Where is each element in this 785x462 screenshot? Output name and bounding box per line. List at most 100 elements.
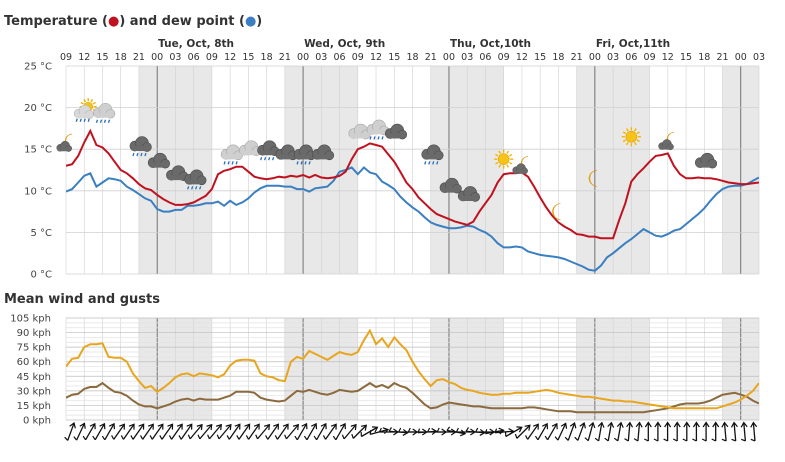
hour-label: 12: [224, 52, 236, 63]
wind-y-tick: 0 kph: [23, 416, 51, 427]
hour-label: 09: [498, 52, 510, 63]
hour-label: 21: [279, 52, 291, 63]
wind-arrow: [274, 423, 289, 440]
hour-label: 06: [479, 52, 491, 63]
dark-cloud-icon: [166, 165, 189, 181]
wind-arrow: [64, 422, 76, 441]
hour-label: 00: [151, 52, 163, 63]
wind-arrow: [730, 421, 738, 442]
day-labels: Tue, Oct, 8th Wed, Oct, 9th Thu, Oct,10th F…: [158, 38, 670, 50]
temperature-y-tick: 15 °C: [24, 145, 52, 156]
hour-label: 15: [388, 52, 400, 63]
hour-label: 06: [334, 52, 346, 63]
dark-cloud-icon: [694, 152, 718, 169]
wind-arrow: [594, 421, 605, 442]
day-label: Wed, Oct, 9th: [304, 38, 385, 50]
wind-arrow: [534, 422, 549, 441]
hour-label: 21: [571, 52, 583, 63]
temperature-y-tick: 5 °C: [30, 228, 52, 239]
wind-arrow: [613, 421, 624, 442]
wind-arrow: [446, 426, 467, 437]
wind-chart-title: Mean wind and gusts: [4, 292, 160, 307]
hour-label: 03: [315, 52, 327, 63]
wind-y-tick: 45 kph: [17, 372, 51, 383]
wind-arrow: [265, 423, 279, 440]
temperature-panel: 0 °C 5 °C 10 °C 15 °C 20 °C 25 °C: [24, 62, 760, 281]
hour-label: 00: [735, 52, 747, 63]
hour-label: 18: [552, 52, 564, 63]
wind-arrow: [111, 423, 125, 440]
wind-arrow: [187, 423, 203, 440]
hour-label: 15: [242, 52, 254, 63]
wind-arrow: [245, 423, 260, 440]
wind-y-tick: 90 kph: [17, 328, 51, 339]
temperature-legend-dot: ●: [108, 14, 119, 29]
sun-rain-cloud-icon: [73, 98, 97, 122]
wind-arrow: [644, 421, 652, 442]
wind-arrow: [514, 424, 531, 439]
dark-rain-cloud-icon: [293, 144, 316, 165]
wind-arrow: [524, 423, 539, 440]
temperature-y-tick: 0 °C: [30, 270, 52, 281]
wind-arrow: [544, 422, 558, 441]
wind-y-axis: 0 kph 15 kph 30 kph 45 kph 60 kph 75 kph 90 kp…: [10, 314, 51, 427]
gust-line: [66, 328, 759, 410]
wind-arrow: [322, 423, 337, 440]
hour-label: 00: [443, 52, 455, 63]
wind-arrow: [721, 421, 729, 442]
hour-label: 15: [680, 52, 692, 63]
wind-arrow: [168, 423, 183, 440]
wind-arrow: [73, 422, 86, 441]
wind-arrow: [682, 421, 691, 442]
wind-arrow: [255, 423, 271, 440]
wind-arrow: [226, 423, 241, 440]
wind-arrow: [475, 427, 496, 436]
rain-cloud-icon: [220, 144, 243, 165]
wind-arrow: [149, 423, 164, 440]
hour-label: 18: [406, 52, 418, 63]
hour-label: 00: [297, 52, 309, 63]
hour-labels: 09 12 15 18 21 00 03 06 09 12 15 18 21 00 03 06 09 12 15 18…: [60, 52, 765, 63]
hour-label: 18: [115, 52, 127, 63]
wind-arrow: [360, 426, 379, 438]
wind-arrow: [574, 422, 587, 441]
hour-label: 12: [78, 52, 90, 63]
dark-rain-cloud-icon: [129, 136, 152, 157]
wind-arrow: [284, 423, 300, 440]
wind-arrow: [82, 422, 96, 441]
wind-direction-arrows: [64, 421, 758, 442]
moon-cloud-icon: [658, 132, 674, 151]
hour-label: 03: [753, 52, 765, 63]
wind-arrow: [216, 423, 232, 440]
dewpoint-legend-dot: ●: [245, 14, 256, 29]
dark-rain-cloud-icon: [184, 169, 207, 190]
wind-arrow: [332, 422, 346, 441]
rain-cloud-icon: [93, 102, 116, 123]
wind-arrow: [653, 421, 662, 442]
wind-arrow: [554, 422, 568, 441]
title-part-close: ): [256, 14, 262, 29]
wind-arrow: [351, 424, 368, 439]
temperature-y-tick: 25 °C: [24, 62, 52, 73]
title-part-dewpoint: ) and dew point (: [119, 14, 245, 29]
hour-label: 06: [188, 52, 200, 63]
rain-cloud-icon: [366, 119, 389, 140]
wind-arrow: [663, 421, 672, 442]
wind-arrow: [750, 421, 758, 442]
wind-arrow: [303, 422, 318, 441]
cloud-icon: [239, 140, 262, 156]
hour-label: 12: [662, 52, 674, 63]
wind-arrow: [711, 421, 720, 442]
hour-label: 03: [607, 52, 619, 63]
dewpoint-line: [66, 166, 759, 272]
hour-label: 09: [644, 52, 656, 63]
wind-arrow: [341, 423, 357, 440]
hour-label: 03: [169, 52, 181, 63]
hour-label: 06: [625, 52, 637, 63]
wind-y-tick: 105 kph: [10, 314, 51, 325]
temperature-y-tick: 10 °C: [24, 186, 52, 197]
wind-arrow: [197, 423, 213, 440]
hour-label: 09: [352, 52, 364, 63]
moon-cloud-icon: [56, 133, 73, 152]
